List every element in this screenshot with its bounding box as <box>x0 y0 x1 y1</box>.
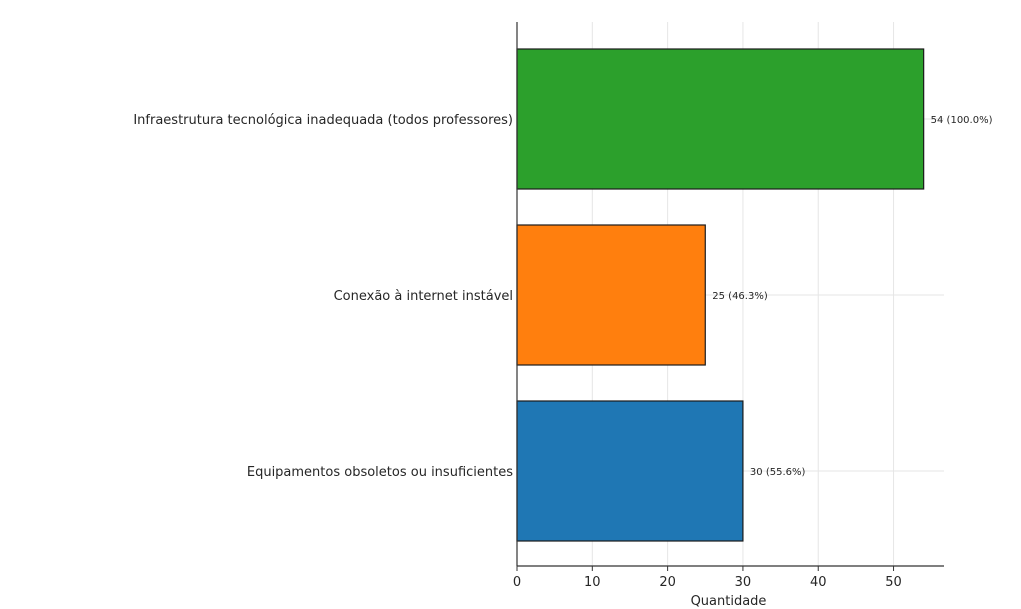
x-ticks: 0 10 20 30 40 50 <box>513 566 902 590</box>
bar <box>516 224 706 366</box>
axes <box>516 22 944 567</box>
category-label: Equipamentos obsoletos ou insuficientes <box>247 465 513 480</box>
category-labels: Infraestrutura tecnológica inadequada (t… <box>133 113 513 480</box>
data-label: 54 (100.0%) <box>931 115 993 126</box>
x-tick-label: 10 <box>584 575 601 590</box>
bars <box>516 48 925 542</box>
data-label: 30 (55.6%) <box>750 467 806 478</box>
bar <box>516 48 925 190</box>
x-tick-label: 0 <box>513 575 521 590</box>
data-labels: 54 (100.0%) 25 (46.3%) 30 (55.6%) <box>712 115 992 478</box>
x-axis-title: Quantidade <box>691 594 767 609</box>
x-tick-label: 30 <box>735 575 752 590</box>
x-tick-label: 40 <box>810 575 827 590</box>
data-label: 25 (46.3%) <box>712 291 768 302</box>
bar <box>516 400 744 542</box>
category-label: Conexão à internet instável <box>334 289 513 304</box>
x-tick-label: 50 <box>885 575 902 590</box>
category-label: Infraestrutura tecnológica inadequada (t… <box>133 113 513 128</box>
x-tick-label: 20 <box>659 575 676 590</box>
